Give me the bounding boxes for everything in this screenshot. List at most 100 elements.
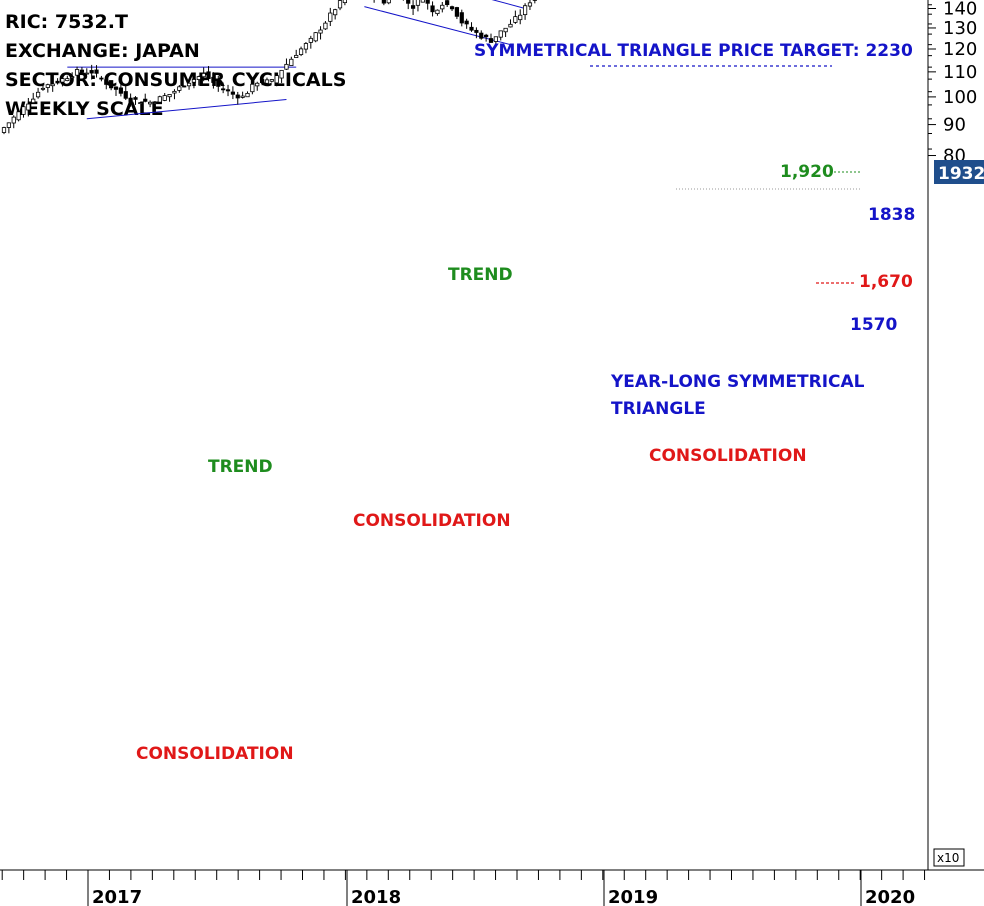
- x-tick-label-2020: 2020: [865, 887, 915, 906]
- price-axis: 8090100110120130140150160170180200210220…: [928, 0, 977, 167]
- consolidation-label-2017: CONSOLIDATION: [136, 744, 294, 764]
- candle-body: [484, 34, 489, 38]
- level-1670-label: 1,670: [859, 272, 913, 292]
- candle-body: [99, 77, 104, 80]
- candle-body: [513, 16, 518, 23]
- candle-body: [35, 91, 41, 98]
- candle-body: [55, 80, 60, 84]
- candle-body: [445, 0, 450, 6]
- candle-body: [342, 0, 348, 4]
- header-sector: SECTOR: CONSUMER CYCLICALS: [5, 69, 346, 91]
- candle-body: [211, 76, 216, 83]
- candle-body: [143, 98, 148, 102]
- candle-body: [308, 37, 313, 43]
- trend-label-2017: TREND: [208, 457, 273, 477]
- candle-body: [420, 0, 425, 3]
- candle-body: [240, 95, 245, 98]
- header-exchange: EXCHANGE: JAPAN: [5, 40, 200, 62]
- last-price-badge: [934, 160, 984, 184]
- x-tick-label-2019: 2019: [608, 887, 658, 906]
- candle-body: [11, 116, 16, 124]
- candle-body: [274, 75, 279, 84]
- candle-body: [410, 5, 416, 9]
- candle-body: [328, 12, 333, 22]
- candle-body: [40, 87, 46, 90]
- candle-body: [133, 97, 138, 100]
- target-label: SYMMETRICAL TRIANGLE PRICE TARGET: 2230: [474, 41, 913, 61]
- candle-body: [186, 82, 192, 87]
- candle-body: [109, 80, 114, 89]
- candle-body: [527, 2, 533, 7]
- candle-body: [104, 79, 109, 85]
- candle-body: [84, 72, 89, 75]
- candle-body: [503, 27, 508, 33]
- candle-body: [152, 102, 158, 104]
- candle-body: [479, 32, 484, 39]
- candle-body: [70, 76, 75, 79]
- candle-body: [415, 0, 421, 6]
- candle-body: [74, 69, 80, 76]
- candle-body: [430, 5, 435, 13]
- triangle-label-line2: TRIANGLE: [611, 399, 706, 419]
- candle-body: [128, 97, 133, 103]
- candle-body: [313, 32, 318, 42]
- candle-body: [522, 5, 528, 16]
- candle-body: [381, 0, 386, 4]
- candle-body: [157, 96, 162, 103]
- candle-body: [264, 79, 270, 84]
- candle-body: [138, 102, 143, 105]
- candles: [1, 0, 537, 135]
- y-tick-label-100: 100: [943, 87, 977, 108]
- candle-body: [94, 69, 99, 74]
- candle-body: [16, 111, 21, 121]
- candle-body: [498, 30, 503, 38]
- candle-body: [196, 76, 201, 80]
- candle-body: [289, 58, 294, 66]
- candle-body: [518, 14, 523, 21]
- candle-body: [284, 63, 289, 70]
- candle-body: [406, 0, 411, 4]
- candle-body: [435, 9, 440, 15]
- candle-body: [464, 20, 469, 25]
- candle-body: [425, 0, 430, 4]
- y-tick-label-120: 120: [943, 39, 977, 60]
- candle-body: [245, 92, 250, 98]
- candle-body: [260, 79, 265, 84]
- candle-body: [250, 83, 255, 93]
- candle-body: [333, 9, 338, 16]
- level-1920-label: 1,920: [780, 162, 834, 182]
- level-1838-label: 1838: [868, 205, 915, 225]
- candle-body: [89, 70, 94, 74]
- trendline-1: [86, 99, 287, 120]
- candle-body: [60, 78, 65, 83]
- level-1570-label: 1570: [850, 315, 897, 335]
- y-tick-label-130: 130: [943, 18, 977, 39]
- trendline-2: [491, 0, 526, 9]
- candle-body: [488, 38, 494, 43]
- consolidation-label-2018: CONSOLIDATION: [353, 511, 511, 531]
- candle-body: [50, 83, 55, 87]
- candle-body: [162, 95, 167, 101]
- candle-body: [298, 48, 304, 55]
- candle-body: [255, 82, 260, 87]
- candle-body: [386, 0, 391, 4]
- candle-body: [318, 29, 323, 34]
- candle-body: [21, 106, 26, 115]
- candle-body: [191, 79, 197, 83]
- y-tick-label-140: 140: [943, 0, 977, 19]
- y-tick-label-110: 110: [943, 62, 977, 83]
- candle-body: [279, 69, 284, 79]
- candle-body: [118, 87, 123, 94]
- candle-body: [65, 78, 70, 82]
- candle-body: [459, 12, 464, 24]
- candle-body: [469, 26, 474, 31]
- candle-body: [1, 127, 7, 133]
- candle-body: [31, 98, 36, 104]
- candle-body: [206, 71, 211, 79]
- header-ric: RIC: 7532.T: [5, 11, 128, 33]
- candle-body: [294, 54, 299, 58]
- candle-body: [167, 94, 172, 98]
- candle-body: [323, 22, 328, 30]
- multiplier-box: [933, 848, 965, 867]
- candle-body: [440, 4, 445, 10]
